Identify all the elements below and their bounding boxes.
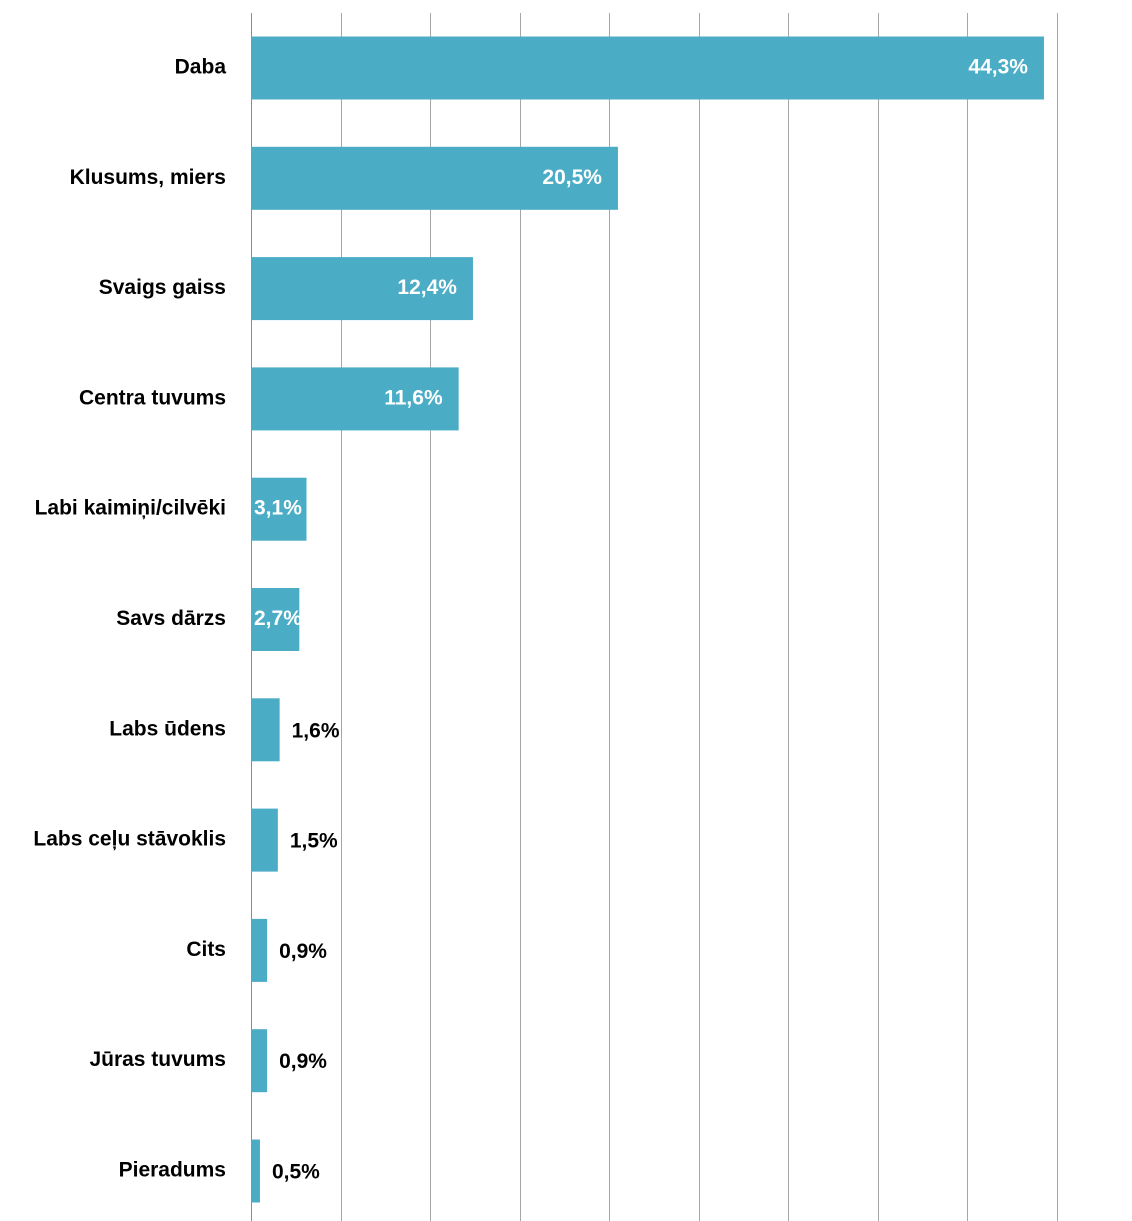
category-label: Centra tuvums	[79, 386, 226, 409]
bar	[251, 918, 268, 982]
value-label: 12,4%	[397, 276, 457, 299]
value-label: 0,9%	[279, 940, 327, 963]
value-label: 2,7%	[254, 607, 302, 630]
value-label: 44,3%	[968, 56, 1028, 79]
category-labels: Daba Klusums, miers Svaigs gaiss Centra tuv…	[33, 56, 226, 1182]
value-label: 0,9%	[279, 1050, 327, 1073]
value-labels: 44,3% 20,5% 12,4% 11,6% 3,1% 2,7% 1,6% 1,5% 0,9%…	[254, 56, 1028, 1184]
bars	[251, 36, 1044, 1203]
category-label: Klusums, miers	[70, 166, 226, 189]
category-label: Pieradums	[119, 1159, 226, 1182]
bar	[251, 1029, 268, 1093]
bar	[251, 1139, 260, 1203]
category-label: Svaigs gaiss	[99, 276, 226, 299]
category-label: Labs ceļu stāvoklis	[33, 828, 226, 851]
bar	[251, 367, 459, 431]
bar	[251, 146, 618, 210]
gridlines	[251, 13, 1058, 1221]
category-label: Savs dārzs	[116, 607, 226, 630]
category-label: Labs ūdens	[109, 717, 226, 740]
category-label: Daba	[175, 56, 227, 79]
value-label: 11,6%	[384, 386, 443, 409]
value-label: 20,5%	[542, 166, 602, 189]
bar	[251, 36, 1044, 100]
value-label: 1,6%	[292, 719, 340, 742]
value-label: 0,5%	[272, 1161, 320, 1184]
bar	[251, 257, 473, 321]
category-label: Cits	[186, 938, 226, 961]
bar	[251, 477, 307, 541]
category-label: Labi kaimiņi/cilvēki	[35, 497, 226, 520]
value-label: 3,1%	[254, 497, 302, 520]
bar	[251, 698, 280, 762]
category-label: Jūras tuvums	[89, 1048, 226, 1071]
bar	[251, 588, 300, 651]
value-label: 1,5%	[290, 830, 338, 853]
bar	[251, 808, 278, 872]
